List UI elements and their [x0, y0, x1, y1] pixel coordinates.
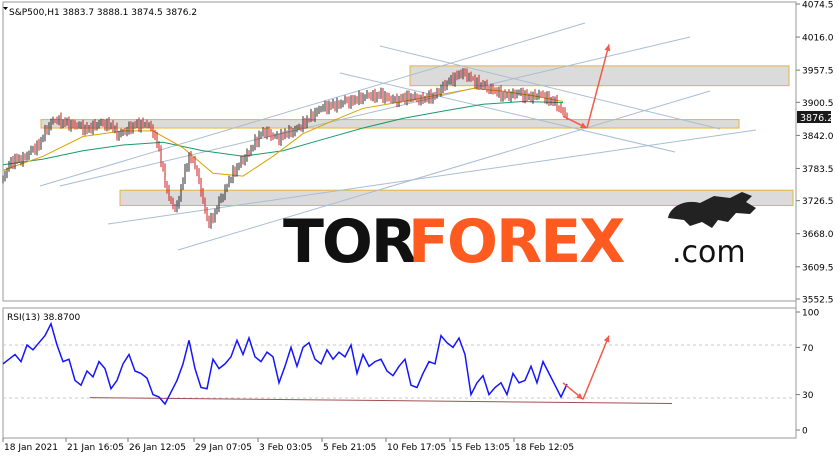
current-price-label: 3876.2: [797, 111, 833, 124]
watermark-forex: FOREX: [408, 207, 625, 277]
rsi-tick-label: 30: [802, 391, 814, 401]
price-tick-label: 3842.0: [802, 132, 834, 142]
current-price-value: 3876.2: [800, 113, 833, 124]
price-tick-label: 3552.5: [802, 296, 834, 306]
rsi-forecast-arrowhead-icon: [603, 335, 610, 343]
zone-support-1: [40, 119, 740, 129]
moving-averages: [2, 87, 564, 177]
price-tick-label: 3609.5: [802, 263, 834, 273]
rsi-panel-frame: [2, 307, 797, 439]
watermark-logo: TOR FOREX .com: [283, 192, 756, 277]
time-tick-label: 3 Feb 03:05: [259, 443, 312, 453]
rsi-support-line: [89, 397, 673, 404]
watermark-com: .com: [672, 235, 746, 270]
rsi-tick-label: 100: [802, 309, 819, 319]
time-tick-label: 18 Jan 2021: [4, 443, 58, 453]
time-tick-label: 26 Jan 12:05: [129, 443, 186, 453]
watermark-tor: TOR: [283, 207, 416, 277]
rsi-tick-label: 0: [802, 427, 808, 437]
forecast-arrowhead-icon: [580, 122, 587, 129]
rsi-forecast-arrows: [562, 335, 610, 400]
header-dropdown-icon[interactable]: [3, 7, 8, 10]
price-tick-label: 3957.5: [802, 67, 834, 77]
forecast-arrowhead-icon: [604, 44, 611, 52]
trendlines-layer: [39, 22, 757, 251]
chart-header: S&P500,H1 3883.7 3888.1 3874.5 3876.2: [9, 8, 197, 18]
time-tick-label: 21 Jan 16:05: [67, 443, 124, 453]
rsi-header: RSI(13) 38.8700: [7, 313, 80, 323]
main-chart-frame: [2, 1, 797, 302]
forecast-segment: [586, 44, 610, 129]
time-axis: 18 Jan 2021 21 Jan 16:05 26 Jan 12:05 29 Ja…: [2, 438, 574, 453]
price-tick-label: 3668.0: [802, 230, 834, 240]
bull-logo-icon: [668, 192, 756, 228]
time-tick-label: 29 Jan 07:05: [195, 443, 252, 453]
forecast-arrows: [562, 44, 611, 129]
rsi-line: [2, 321, 568, 406]
zone-support-2: [119, 189, 794, 206]
time-tick-label: 5 Feb 21:05: [323, 443, 376, 453]
time-tick-label: 10 Feb 17:05: [387, 443, 446, 453]
price-tick-label: 3726.5: [802, 197, 834, 207]
price-tick-label: 3900.5: [802, 99, 834, 109]
rsi-axis: 100 70 30 0: [796, 309, 819, 437]
time-tick-label: 18 Feb 12:05: [515, 443, 574, 453]
trendline-upper-2: [59, 36, 691, 187]
candles-layer: [2, 68, 568, 229]
price-tick-label: 3783.5: [802, 165, 834, 175]
rsi-tick-label: 70: [802, 344, 814, 354]
ma-slow-line: [2, 100, 564, 166]
trendline-channel-lower: [177, 90, 711, 251]
time-tick-label: 15 Feb 13:05: [451, 443, 510, 453]
trendline-upper: [39, 22, 586, 187]
ma-fast-line: [2, 87, 564, 177]
price-tick-label: 4016.0: [802, 34, 834, 44]
trendline-down-lower: [339, 72, 676, 153]
price-axis: 4074.5 4016.0 3957.5 3900.5 3842.0 3783.5 3726…: [796, 1, 834, 306]
trendline-down-upper: [379, 45, 721, 130]
price-tick-label: 4074.5: [802, 1, 834, 11]
rsi-forecast-arrowhead-icon: [576, 393, 583, 400]
rsi-forecast-segment: [582, 335, 610, 400]
